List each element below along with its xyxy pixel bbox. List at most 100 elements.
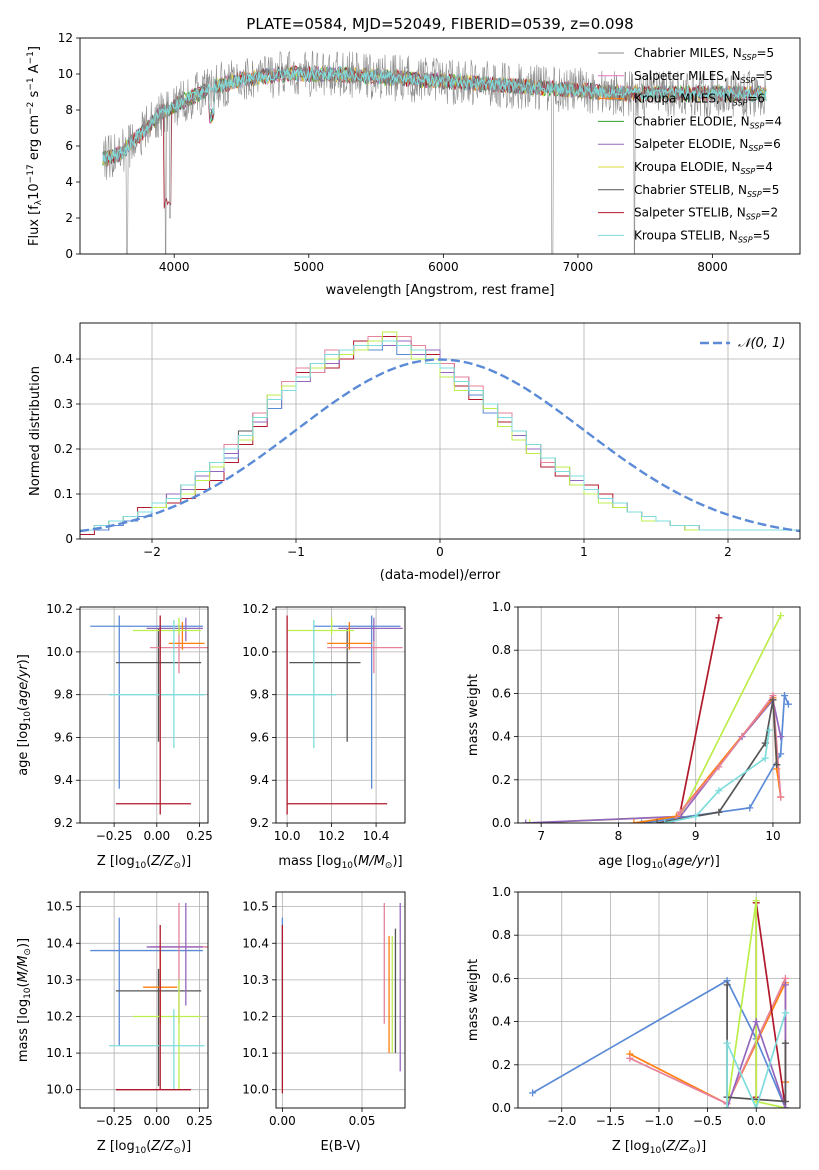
x-tick-label: 10.2 [318,829,345,843]
y-tick-label: 0.0 [492,1101,511,1115]
weight-line [525,698,782,823]
weight-marker [752,897,760,905]
y-tick-label: 1.0 [492,600,511,614]
x-tick-label: 8000 [697,260,728,274]
y-tick-label: 10.0 [46,1083,73,1097]
weight-vs-z-panel: −2.0 −1.5 −1.0 −0.5 0.0 0.0 0.2 0.4 0.6 0.8 1.0 Z [… [466,885,801,1156]
weight-marker [715,763,723,771]
weight-marker [653,819,661,823]
y-tick-label: 0.8 [492,928,511,942]
weight-marker [777,733,785,741]
y-axis-label: mass [log10(M/M⊙)] [16,938,33,1062]
x-tick-label: 0.25 [186,1114,213,1128]
weight-marker [715,787,723,795]
weight-line [726,1012,787,1108]
weight-marker [661,819,669,823]
weight-marker [626,1054,634,1062]
weight-marker [529,1089,537,1097]
y-tick-label: 0.4 [54,352,73,366]
weight-marker [715,614,723,622]
y-tick-label: 0.4 [492,730,511,744]
weight-marker [784,700,792,708]
weight-marker [692,813,700,821]
weight-marker [676,808,684,816]
y-tick-label: 10.5 [242,900,269,914]
histogram-series [80,340,800,539]
x-tick-label: 4000 [159,260,190,274]
x-axis-label: age [log10(age/yr)] [598,854,720,871]
legend-label: Kroupa MILES, NSSP=6 [634,92,765,108]
y-tick-label: 10.2 [242,602,269,616]
weight-line [679,617,720,813]
weight-marker [752,1104,760,1108]
weight-marker [752,1018,760,1026]
y-tick-label: 0.4 [492,1015,511,1029]
y-tick-label: 0.2 [492,1058,511,1072]
x-tick-label: 0.05 [349,1114,376,1128]
weight-marker [765,726,773,734]
y-tick-label: 0.6 [492,971,511,985]
plot-area [90,615,208,815]
x-tick-label: 7000 [563,260,594,274]
y-tick-label: 10.2 [242,1009,269,1023]
y-tick-label: 2 [65,211,73,225]
weight-marker [773,761,781,769]
x-tick-label: −2.0 [547,1114,576,1128]
x-axis-label: Z [log10(Z/Z⊙)] [97,1139,191,1156]
x-tick-label: 10 [765,829,780,843]
x-tick-label: 0.25 [186,829,213,843]
x-tick-label: 0.00 [143,1114,170,1128]
weight-marker [777,750,785,758]
y-tick-label: 10 [58,67,73,81]
age-vs-mass-panel: 10.0 10.2 10.4 9.2 9.4 9.6 9.8 10.0 10.2 mass [lo… [242,602,406,871]
y-tick-label: 10.0 [46,645,73,659]
y-tick-label: 4 [65,175,73,189]
y-tick-label: 0.8 [492,643,511,657]
weight-marker [761,754,769,762]
y-tick-label: 6 [65,139,73,153]
axes-frame [79,891,209,1109]
legend-label: Salpeter STELIB, NSSP=2 [634,206,778,222]
y-tick-label: 12 [58,31,73,45]
y-tick-label: 0.6 [492,686,511,700]
y-axis-label: Flux [fλ10−17 erg cm−2 s−1 A−1] [26,46,44,246]
y-tick-label: 9.8 [250,688,269,702]
legend-label: Salpeter ELODIE, NSSP=6 [634,137,781,153]
x-tick-label: 9 [692,829,700,843]
x-tick-label: 7 [537,829,545,843]
mass-vs-ebv-panel: 0.00 0.05 10.0 10.1 10.2 10.3 10.4 10.5 E(B-V) [242,891,406,1154]
axes-frame [275,606,406,824]
weight-marker [769,696,777,704]
gaussian-curve [80,358,800,533]
weight-marker [781,974,789,982]
y-tick-label: 0.2 [492,773,511,787]
weight-line [641,695,790,823]
spectrum-panel: 4000 5000 6000 7000 8000 0 2 4 6 8 10 12 Chabrier MI… [26,31,801,298]
y-tick-label: 10.5 [46,900,73,914]
y-tick-label: 0 [65,532,73,546]
weight-marker [781,692,789,700]
y-tick-label: 10.1 [242,1046,269,1060]
y-tick-label: 10.2 [46,1009,73,1023]
weight-marker [522,819,530,823]
x-axis-label: (data-model)/error [380,568,501,583]
weight-marker [526,819,534,823]
y-tick-label: 9.8 [54,688,73,702]
x-axis-label: mass [log10(M/M⊙)] [278,854,402,871]
x-tick-label: 6000 [428,260,459,274]
y-axis-label: mass weight [466,674,481,756]
y-tick-label: 10.3 [242,973,269,987]
x-tick-label: −2 [143,545,161,559]
y-axis-label: age [log10(age/yr)] [16,654,33,776]
weight-marker [723,981,731,989]
x-tick-label: 8 [615,829,623,843]
x-tick-label: −0.25 [96,1114,133,1128]
weight-line [656,699,778,823]
weight-marker [715,808,723,816]
y-tick-label: 10.4 [46,936,73,950]
weight-marker [777,612,785,620]
weight-line [755,902,787,1108]
mass-vs-z-panel: −0.25 0.00 0.25 10.0 10.1 10.2 10.3 10.4 10.5 Z [… [16,891,213,1156]
x-tick-label: 10.4 [363,829,390,843]
